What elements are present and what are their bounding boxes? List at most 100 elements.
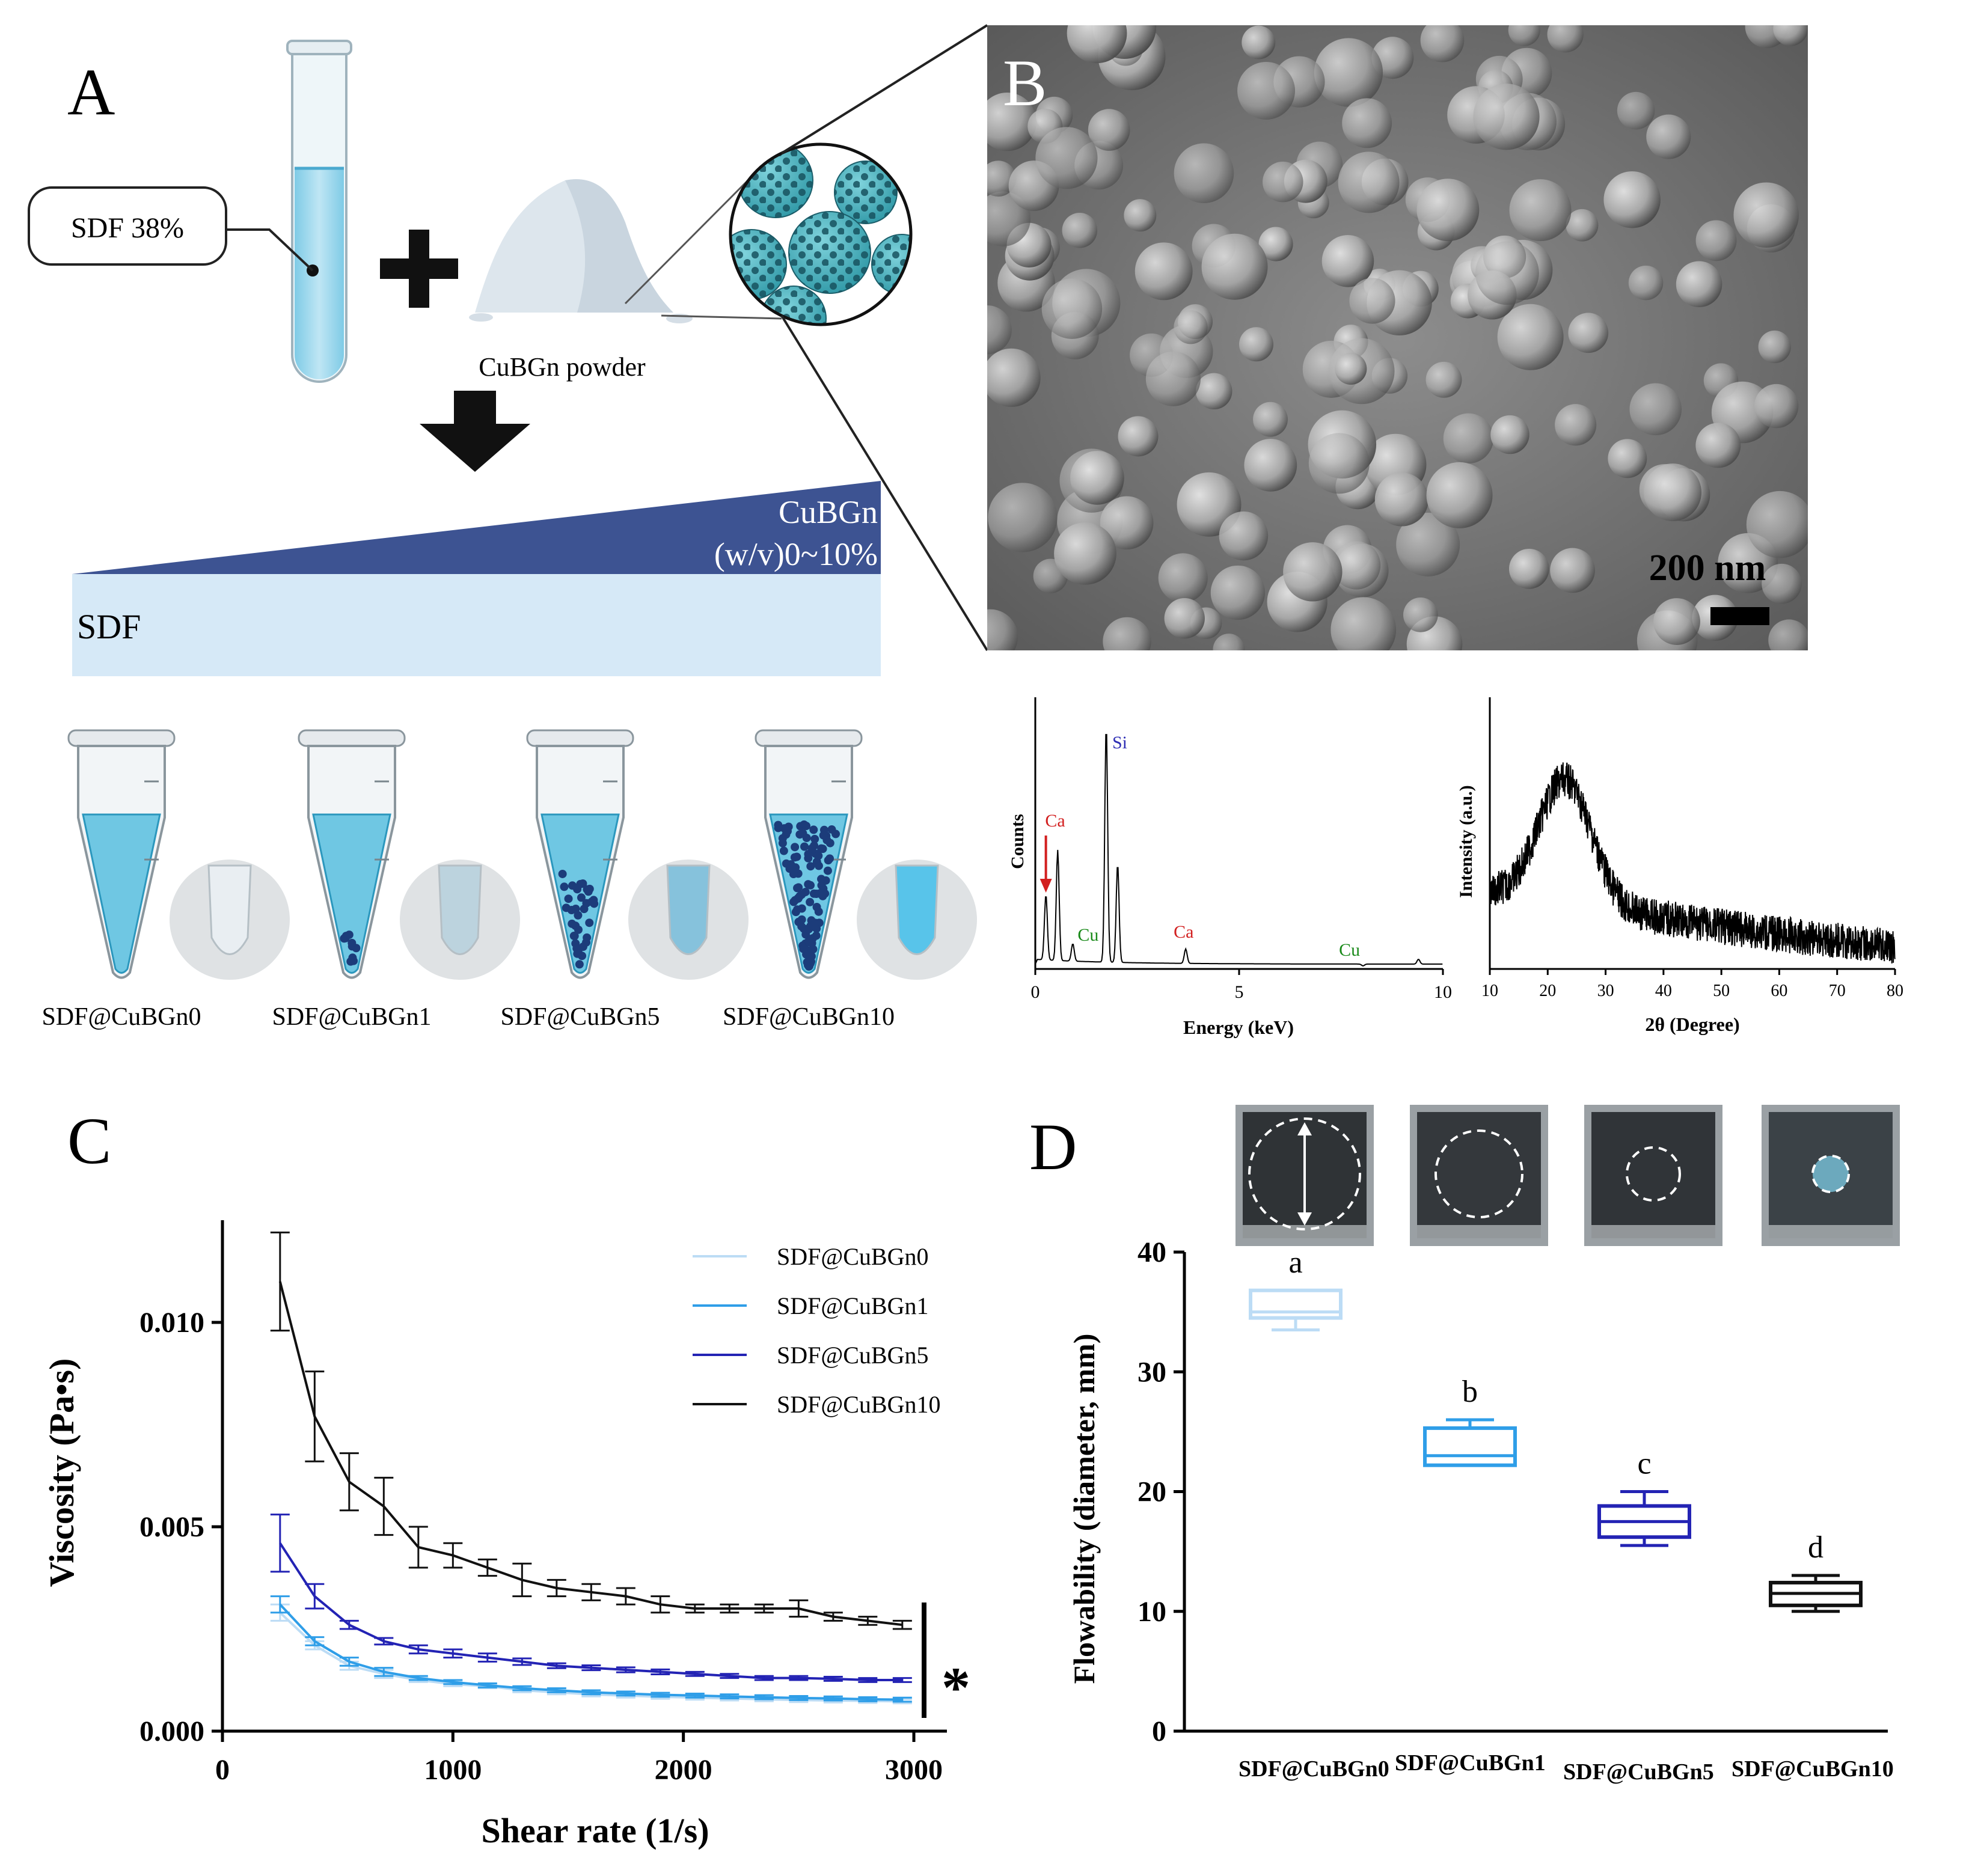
plus-icon	[380, 230, 458, 308]
sem-particle	[1196, 373, 1232, 410]
sem-particle	[1758, 330, 1791, 364]
sem-particle	[1118, 416, 1159, 457]
tube-cap	[526, 729, 634, 747]
sem-particle	[1374, 472, 1429, 527]
sem-particle	[1490, 415, 1529, 454]
sem-particle	[1426, 462, 1493, 528]
powder-icon	[469, 179, 693, 323]
sem-particle	[1475, 241, 1539, 305]
tube-item: SDF@CuBGn1	[272, 729, 520, 1031]
flowability-y-tick-label: 30	[1138, 1356, 1166, 1388]
sem-particle	[1497, 304, 1564, 370]
cubgn-particle	[558, 869, 567, 878]
photo-dashed-circle	[1811, 1155, 1850, 1193]
cubgn-particle	[811, 918, 820, 927]
panel-c-label: C	[67, 1104, 111, 1178]
cubgn-particle	[570, 932, 579, 941]
panel-d: D Flowability (diameter, mm) 0 10 20 30 40 a b…	[1029, 1105, 1900, 1785]
cubgn-particle	[346, 957, 355, 966]
tube-item: SDF@CuBGn0	[41, 729, 290, 1031]
sem-particle	[1242, 25, 1276, 60]
tube-label: SDF@CuBGn1	[272, 1003, 431, 1031]
viscosity-ylabel: Viscosity (Pa•s)	[42, 1358, 81, 1587]
cubgn-particle	[589, 896, 598, 905]
sem-particle	[987, 93, 1036, 151]
sem-particle	[1308, 433, 1370, 494]
tube-label: SDF@CuBGn10	[723, 1003, 895, 1031]
nanoparticle-pores-icon	[872, 234, 911, 295]
cubgn-particle	[789, 897, 798, 906]
cubgn-particle	[818, 888, 827, 897]
sem-particle	[1237, 61, 1296, 120]
sem-particle	[1676, 261, 1722, 308]
cubgn-particle	[564, 894, 573, 903]
nanoparticle-pores-icon	[789, 212, 871, 293]
sem-particle	[1041, 278, 1103, 339]
viscosity-line	[278, 1281, 903, 1627]
photo-dashed-circle	[1248, 1117, 1361, 1230]
cubgn-particle	[802, 822, 811, 831]
callout-text: SDF 38%	[71, 212, 184, 244]
cubgn-particle	[567, 906, 576, 915]
sem-particle	[1088, 109, 1130, 151]
tube-item: SDF@CuBGn10	[723, 729, 977, 1031]
tube-photo-vial	[895, 864, 939, 955]
cubgn-particle	[817, 844, 826, 853]
tube-photo-vial	[207, 864, 252, 955]
viscosity-line	[279, 1612, 902, 1703]
significance-star: *	[942, 1655, 970, 1720]
photo-reflection	[1591, 1225, 1715, 1238]
panel-b-label: B	[1003, 46, 1047, 120]
flowability-group-letter: a	[1288, 1245, 1302, 1280]
cubgn-particle	[568, 881, 577, 890]
flowability-photo	[1410, 1105, 1548, 1246]
viscosity-x-tick-label: 3000	[885, 1754, 943, 1786]
viscosity-x-tick-label: 0	[215, 1754, 230, 1786]
eds-spectrum: Counts Energy (keV) 0 5 10 Si Ca Cu Ca Cu	[1008, 697, 1452, 1038]
sem-particle	[1263, 161, 1303, 203]
sem-image	[987, 25, 1808, 650]
photo-dashed-circle	[1435, 1129, 1523, 1218]
cubgn-particle	[795, 891, 804, 900]
flowability-photo	[1584, 1105, 1722, 1246]
sem-particle	[1321, 235, 1374, 287]
photo-surface	[1417, 1112, 1541, 1238]
eds-x-tick-label: 10	[1434, 982, 1452, 1002]
panel-a-label: A	[67, 55, 115, 129]
cubgn-particle	[791, 843, 800, 852]
xrd-x-tick-label: 40	[1655, 982, 1672, 1000]
cubgn-particle	[814, 851, 823, 860]
sem-particle	[1773, 25, 1808, 46]
viscosity-legend-label: SDF@CuBGn0	[777, 1243, 928, 1270]
cubgn-particle	[577, 893, 586, 902]
viscosity-x-tick-label: 1000	[424, 1754, 482, 1786]
cubgn-particle	[804, 854, 813, 863]
tube-row: SDF@CuBGn0 SDF@CuBGn1 SDF@CuBGn5 SDF@CuBGn1…	[41, 729, 977, 1031]
xrd-xlabel: 2θ (Degree)	[1645, 1013, 1739, 1035]
arrow-down-icon	[420, 391, 530, 472]
eds-peak-label: Cu	[1077, 925, 1098, 945]
cubgn-particle	[795, 830, 804, 839]
sem-particle	[1145, 351, 1201, 406]
sem-particle	[1219, 511, 1269, 561]
sem-particle	[988, 483, 1058, 552]
photo-arrowhead-icon	[1297, 1122, 1312, 1135]
sem-particle	[1342, 98, 1392, 148]
sem-particle	[1508, 25, 1540, 46]
viscosity-legend-label: SDF@CuBGn5	[777, 1342, 928, 1369]
flowability-y-tick-label: 10	[1138, 1596, 1166, 1628]
sem-particle	[1617, 91, 1655, 130]
sem-particle	[1603, 171, 1661, 228]
viscosity-legend-label: SDF@CuBGn10	[777, 1391, 940, 1418]
nanoparticle-magnifier	[729, 142, 913, 326]
flowability-box: c	[1597, 1447, 1691, 1547]
cubgn-particle	[825, 839, 834, 848]
cubgn-particle	[793, 884, 802, 893]
sem-particle	[1134, 242, 1193, 301]
nanoparticle-pores-icon	[730, 230, 786, 299]
sem-particle	[1258, 227, 1293, 261]
sem-particle	[1425, 361, 1462, 398]
sem-particle	[1062, 212, 1098, 248]
viscosity-series	[270, 1514, 912, 1683]
